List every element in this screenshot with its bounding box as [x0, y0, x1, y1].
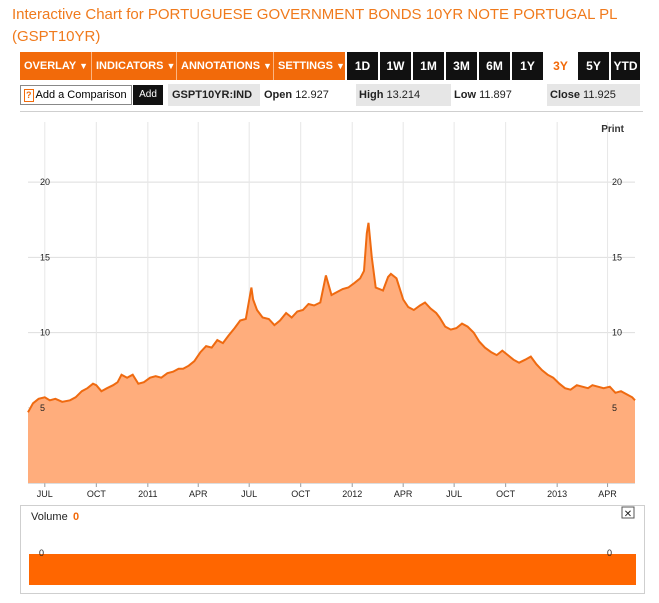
x-tick-label: 2012 — [342, 489, 362, 499]
range-6m-button[interactable]: 6M — [479, 52, 510, 80]
x-tick-label: OCT — [291, 489, 311, 499]
range-1d-button[interactable]: 1D — [347, 52, 378, 80]
high-value: 13.214 — [386, 89, 421, 101]
volume-axis-left: 0 — [39, 548, 44, 558]
chevron-down-icon: ▼ — [166, 61, 176, 71]
y-tick-label-left: 10 — [40, 328, 50, 338]
settings-menu[interactable]: SETTINGS ▼ — [274, 52, 345, 80]
y-tick-label-right: 20 — [612, 177, 622, 187]
range-3y-button[interactable]: 3Y — [545, 52, 576, 80]
x-tick-label: APR — [598, 489, 617, 499]
compare-placeholder: Add a Comparison — [35, 89, 127, 101]
price-area — [28, 222, 635, 484]
range-3m-button[interactable]: 3M — [446, 52, 477, 80]
x-tick-label: OCT — [496, 489, 516, 499]
chevron-down-icon: ▼ — [79, 61, 89, 71]
chevron-down-icon: ▼ — [263, 61, 272, 71]
low-label: Low — [454, 89, 476, 101]
y-tick-label-left: 5 — [40, 403, 45, 413]
x-tick-label: APR — [394, 489, 413, 499]
add-comparison-button[interactable]: Add — [133, 85, 163, 105]
y-tick-label-left: 20 — [40, 177, 50, 187]
low-value: 11.897 — [479, 89, 512, 101]
annotations-menu[interactable]: ANNOTATIONS ▼ — [177, 52, 274, 80]
compare-input[interactable]: ? Add a Comparison — [20, 85, 132, 105]
range-ytd-button[interactable]: YTD — [611, 52, 641, 80]
annotations-menu-label: ANNOTATIONS — [181, 60, 261, 72]
x-tick-label: JUL — [446, 489, 462, 499]
print-link[interactable]: Print — [601, 124, 624, 135]
indicators-menu-label: INDICATORS — [96, 60, 164, 72]
chart-toolbar: OVERLAY ▼ INDICATORS ▼ ANNOTATIONS ▼ SETTIN… — [20, 52, 641, 80]
price-chart-svg: 5 5 10 10 15 15 20 20 JUL OCT 2011 APR JUL OCT 2012 AP… — [27, 122, 636, 499]
range-5y-button[interactable]: 5Y — [578, 52, 609, 80]
close-icon[interactable]: ✕ — [624, 509, 632, 520]
x-axis-labels: JUL OCT 2011 APR JUL OCT 2012 APR JUL OCT 2013 APR — [37, 489, 618, 499]
y-tick-label-right: 5 — [612, 403, 617, 413]
volume-bar — [29, 554, 636, 585]
y-tick-label-right: 15 — [612, 252, 622, 262]
high-label: High — [359, 89, 384, 101]
open-label: Open — [264, 89, 293, 101]
x-tick-label: 2011 — [138, 489, 157, 499]
overlay-menu[interactable]: OVERLAY ▼ — [20, 52, 92, 80]
x-tick-label: JUL — [241, 489, 257, 499]
open-value: 12.927 — [295, 89, 329, 101]
price-chart[interactable]: 5 5 10 10 15 15 20 20 JUL OCT 2011 APR JUL OCT 2012 AP… — [20, 111, 643, 502]
range-1y-button[interactable]: 1Y — [512, 52, 543, 80]
overlay-menu-label: OVERLAY — [24, 60, 77, 72]
volume-chart-svg: Volume 0 ✕ 0 0 — [29, 506, 636, 585]
ticker-label: GSPT10YR:IND — [168, 84, 260, 106]
close-label: Close — [550, 89, 580, 101]
close-stat: Close 11.925 — [547, 84, 640, 106]
x-tick-label: OCT — [87, 489, 107, 499]
close-value: 11.925 — [583, 89, 616, 101]
low-stat: Low 11.897 — [454, 84, 544, 106]
y-tick-label-left: 15 — [40, 252, 50, 262]
volume-value: 0 — [73, 511, 79, 523]
help-icon[interactable]: ? — [24, 89, 34, 102]
y-tick-label-right: 10 — [612, 328, 622, 338]
price-line — [27, 222, 636, 413]
quote-bar: ? Add a Comparison Add GSPT10YR:IND Open … — [20, 84, 640, 106]
x-tick-label: 2013 — [547, 489, 567, 499]
range-1w-button[interactable]: 1W — [380, 52, 411, 80]
x-tick-label: JUL — [37, 489, 53, 499]
range-1m-button[interactable]: 1M — [413, 52, 444, 80]
y-axis-labels: 5 5 10 10 15 15 20 20 — [40, 177, 622, 413]
x-tick-label: APR — [189, 489, 208, 499]
high-stat: High 13.214 — [356, 84, 451, 106]
volume-panel: Volume 0 ✕ 0 0 — [20, 505, 645, 594]
settings-menu-label: SETTINGS — [278, 60, 334, 72]
volume-label: Volume — [31, 511, 68, 523]
chevron-down-icon: ▼ — [336, 61, 345, 71]
indicators-menu[interactable]: INDICATORS ▼ — [92, 52, 177, 80]
open-stat: Open 12.927 — [264, 84, 356, 106]
page-title: Interactive Chart for PORTUGUESE GOVERNM… — [12, 6, 617, 45]
close-icon-box[interactable] — [621, 506, 635, 519]
volume-axis-right: 0 — [607, 548, 612, 558]
